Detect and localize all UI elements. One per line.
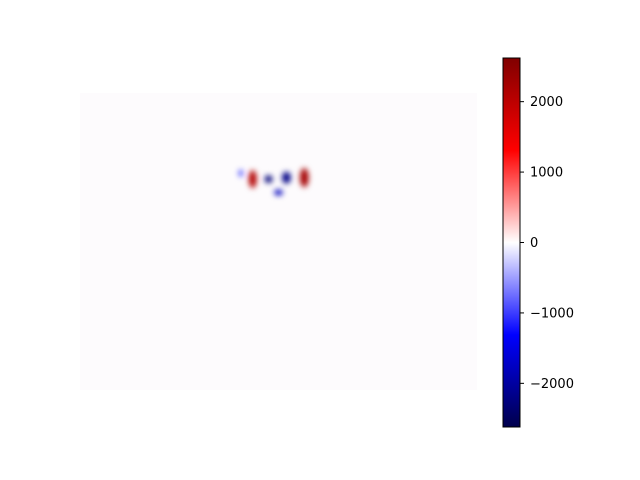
- heatmap-feature-positive-2: [299, 168, 309, 188]
- colorbar-tick-label: 1000: [530, 166, 563, 181]
- colorbar-tick-label: 2000: [530, 95, 563, 110]
- colorbar-ticks: 2000 1000 0 −1000 −2000: [520, 95, 574, 392]
- heatmap-features: [239, 168, 309, 196]
- heatmap-background: [80, 93, 477, 390]
- heatmap-feature-negative-6: [274, 189, 283, 196]
- colorbar-gradient: [503, 58, 520, 427]
- heatmap-feature-positive-1: [248, 170, 257, 189]
- colorbar: 2000 1000 0 −1000 −2000: [502, 57, 574, 428]
- colorbar-tick-label: −1000: [530, 306, 574, 321]
- heatmap-feature-negative-3: [239, 169, 243, 177]
- colorbar-tick-label: 0: [530, 236, 538, 251]
- heatmap-feature-negative-5: [282, 171, 291, 184]
- heatmap-image: [80, 93, 477, 390]
- heatmap-feature-negative-4: [264, 175, 273, 183]
- colorbar-tick-label: −2000: [530, 377, 574, 392]
